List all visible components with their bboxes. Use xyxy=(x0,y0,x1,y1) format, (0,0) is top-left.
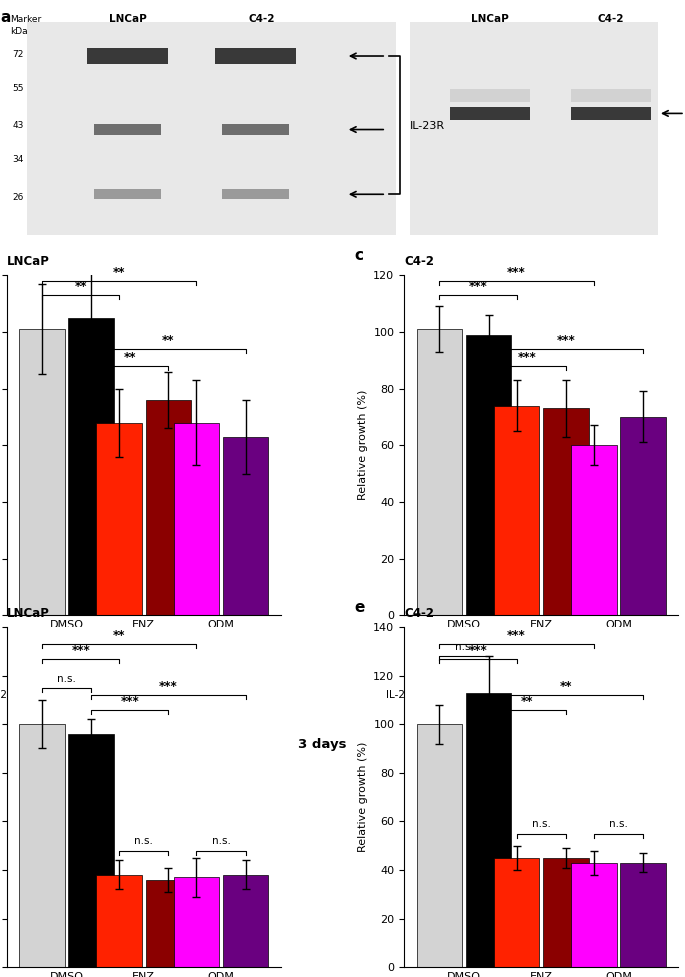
Bar xyxy=(223,874,269,967)
Text: IL-23R: IL-23R xyxy=(410,121,445,131)
Text: 3 days: 3 days xyxy=(121,735,166,747)
Text: -: - xyxy=(438,691,441,701)
Bar xyxy=(494,405,539,616)
Text: -: - xyxy=(514,691,519,701)
Text: LNCaP: LNCaP xyxy=(7,607,50,620)
Bar xyxy=(466,693,511,967)
Y-axis label: Relative growth (%): Relative growth (%) xyxy=(358,742,368,852)
Bar xyxy=(174,877,219,967)
Text: a: a xyxy=(0,10,10,24)
Text: LNCaP: LNCaP xyxy=(471,15,509,24)
Text: e: e xyxy=(355,600,365,615)
Bar xyxy=(450,89,530,103)
Bar xyxy=(571,863,616,967)
Text: **: ** xyxy=(113,629,125,642)
Text: -: - xyxy=(117,691,121,701)
Text: -: - xyxy=(592,691,596,701)
Text: ***: *** xyxy=(469,644,487,657)
Text: 34: 34 xyxy=(12,154,23,164)
Text: ***: *** xyxy=(507,266,526,278)
Text: C4-2: C4-2 xyxy=(249,15,275,24)
Text: +: + xyxy=(484,691,493,701)
Bar xyxy=(68,318,114,616)
Text: 3 days: 3 days xyxy=(298,738,346,751)
Text: n.s.: n.s. xyxy=(58,673,76,684)
Bar xyxy=(146,400,191,616)
Text: 55: 55 xyxy=(12,83,23,93)
Bar xyxy=(466,335,511,616)
Text: +: + xyxy=(561,691,571,701)
Text: C4-2: C4-2 xyxy=(404,255,434,269)
Text: **: ** xyxy=(113,266,125,278)
Bar xyxy=(571,89,651,103)
Text: LNCaP: LNCaP xyxy=(7,255,50,269)
Bar xyxy=(215,48,295,64)
Text: -: - xyxy=(195,691,199,701)
Bar xyxy=(27,21,396,235)
Text: IL-23:: IL-23: xyxy=(0,691,18,701)
Bar xyxy=(174,423,219,616)
Text: 72: 72 xyxy=(12,51,23,60)
Text: -: - xyxy=(40,691,44,701)
Text: **: ** xyxy=(123,351,136,363)
Text: n.s.: n.s. xyxy=(134,836,153,846)
Text: n.s.: n.s. xyxy=(212,836,230,846)
Bar xyxy=(94,189,161,199)
Bar xyxy=(19,724,65,967)
Bar xyxy=(543,408,588,616)
Text: n.s.: n.s. xyxy=(455,642,473,652)
Bar xyxy=(494,858,539,967)
Text: kDa: kDa xyxy=(10,26,28,35)
Text: ***: *** xyxy=(556,334,575,347)
Text: ***: *** xyxy=(159,680,178,693)
Bar xyxy=(222,124,289,136)
Text: ***: *** xyxy=(518,351,536,363)
Text: **: ** xyxy=(521,695,534,707)
Bar xyxy=(19,329,65,616)
Bar xyxy=(410,21,658,235)
Bar xyxy=(88,48,168,64)
Bar xyxy=(222,189,289,199)
Text: c: c xyxy=(355,248,364,263)
Text: **: ** xyxy=(162,334,175,347)
Text: ***: *** xyxy=(469,280,487,293)
Bar xyxy=(571,107,651,120)
Text: n.s.: n.s. xyxy=(609,820,627,829)
Bar xyxy=(571,446,616,616)
Bar xyxy=(68,734,114,967)
Text: Marker: Marker xyxy=(10,15,42,23)
Bar xyxy=(94,124,161,136)
Bar xyxy=(620,863,666,967)
Bar xyxy=(146,879,191,967)
Bar xyxy=(620,417,666,616)
Text: n.s.: n.s. xyxy=(532,820,551,829)
Text: C4-2: C4-2 xyxy=(598,15,624,24)
Bar xyxy=(416,724,462,967)
Bar xyxy=(416,329,462,616)
Bar xyxy=(97,423,142,616)
Bar xyxy=(450,107,530,120)
Y-axis label: Relative growth (%): Relative growth (%) xyxy=(358,390,368,500)
Text: ***: *** xyxy=(121,695,139,707)
Text: **: ** xyxy=(75,280,87,293)
Text: **: ** xyxy=(560,680,572,693)
Text: 43: 43 xyxy=(12,121,23,131)
Bar xyxy=(543,858,588,967)
Text: 26: 26 xyxy=(12,192,23,201)
Text: LNCaP: LNCaP xyxy=(109,15,147,24)
Text: ***: *** xyxy=(71,644,90,657)
Bar xyxy=(97,874,142,967)
Text: +: + xyxy=(241,691,250,701)
Text: ***: *** xyxy=(507,629,526,642)
Text: C4-2: C4-2 xyxy=(404,607,434,620)
Bar xyxy=(223,437,269,616)
Text: +: + xyxy=(638,691,647,701)
Text: +: + xyxy=(86,691,96,701)
Text: IL-23:: IL-23: xyxy=(386,691,415,701)
Text: +: + xyxy=(164,691,173,701)
